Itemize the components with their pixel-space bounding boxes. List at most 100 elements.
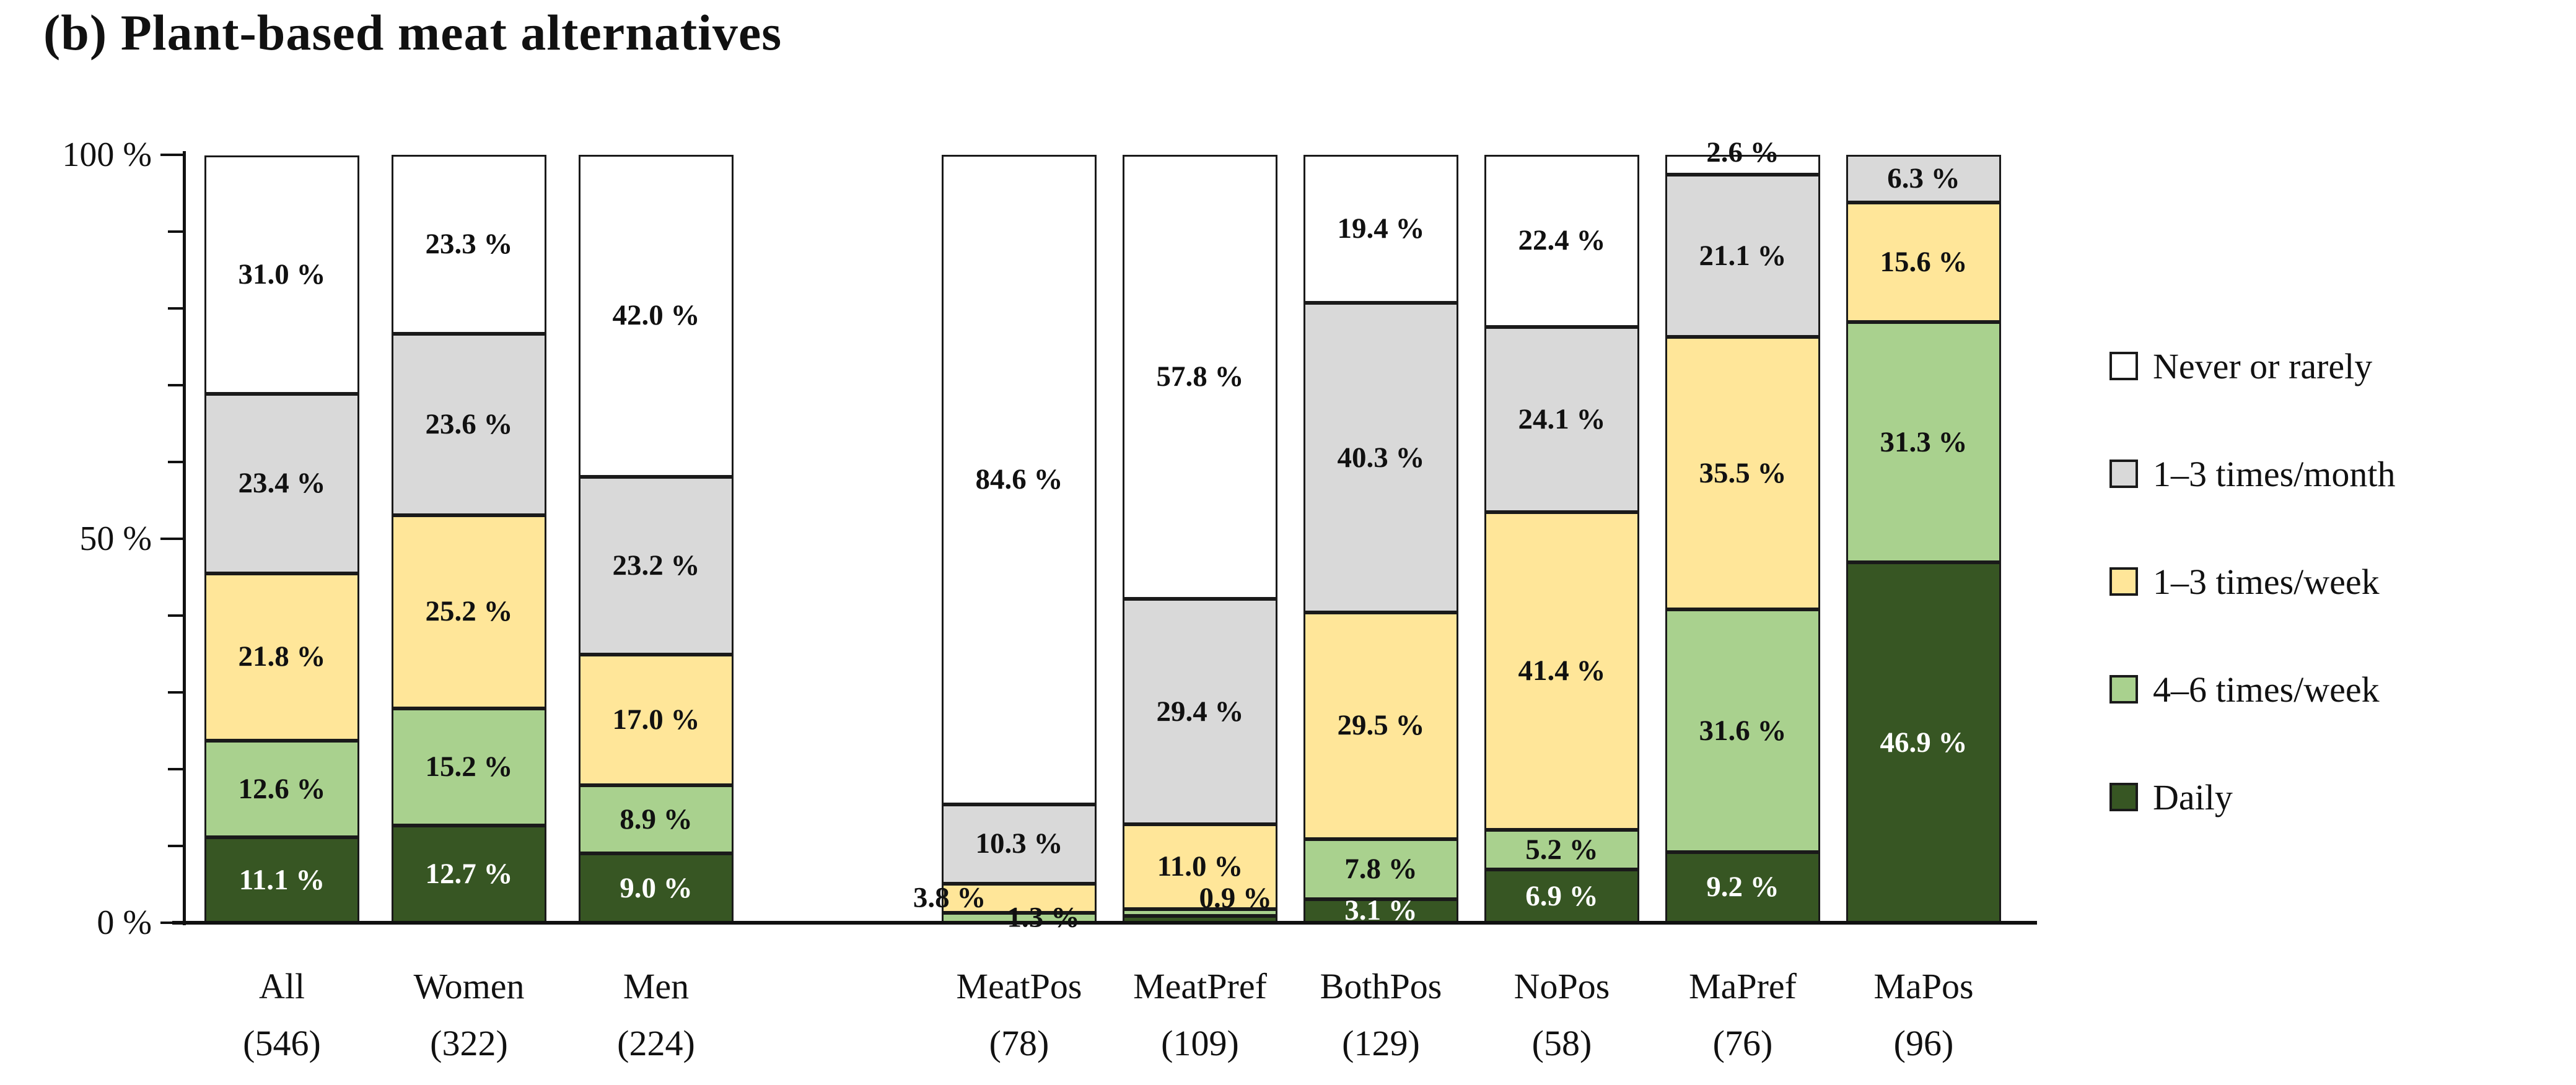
segment-value-label: 23.4 % xyxy=(238,467,326,500)
y-tick-label: 50 % xyxy=(79,520,152,558)
category-name: NoPos xyxy=(1514,966,1610,1006)
y-tick xyxy=(168,461,183,463)
legend-swatch-never-or-rarely xyxy=(2109,352,2138,380)
category-label-mapos: MaPos (96) xyxy=(1812,965,2035,1065)
bar-nopos: 6.9 % 5.2 % 41.4 % 24.1 % 22.4 % xyxy=(1484,155,1639,923)
bar-segment: 25.2 % xyxy=(392,515,546,709)
legend-swatch-daily xyxy=(2109,783,2138,811)
bar-segment: 57.8 % xyxy=(1123,155,1277,599)
y-tick xyxy=(168,307,183,310)
bar-segment: 23.3 % xyxy=(392,155,546,334)
bar-segment: 12.7 % xyxy=(392,825,546,923)
bar-segment: 21.8 % xyxy=(204,573,359,741)
bar-segment: 35.5 % xyxy=(1665,336,1820,610)
segment-value-label: 21.1 % xyxy=(1699,239,1787,272)
y-tick xyxy=(160,922,183,924)
bar-segment: 6.9 % xyxy=(1484,869,1639,923)
bar-all: 11.1 % 12.6 % 21.8 % 23.4 % 31.0 % xyxy=(204,155,359,923)
segment-value-label: 10.3 % xyxy=(975,827,1063,860)
segment-value-label: 5.2 % xyxy=(1525,833,1598,866)
bar-segment: 12.6 % xyxy=(204,741,359,838)
legend-label: Daily xyxy=(2153,777,2233,817)
y-tick-label: 100 % xyxy=(62,136,152,174)
category-sample-size: (76) xyxy=(1712,1023,1773,1063)
bar-segment: 21.1 % xyxy=(1665,175,1820,337)
segment-value-label: 42.0 % xyxy=(612,299,700,332)
category-sample-size: (109) xyxy=(1161,1023,1239,1063)
legend: Never or rarely 1–3 times/month 1–3 times/… xyxy=(2109,346,2396,886)
plot-area: 11.1 % 12.6 % 21.8 % 23.4 % 31.0 % 12.7 % 15.2… xyxy=(186,138,2038,932)
segment-value-label: 11.1 % xyxy=(239,863,325,896)
bar-segment: 17.0 % xyxy=(579,655,734,786)
legend-label: 4–6 times/week xyxy=(2153,669,2380,710)
bar-meatpos: 1.3 % 3.8 % 10.3 % 84.6 % xyxy=(913,155,1097,932)
segment-value-label: 22.4 % xyxy=(1518,224,1606,257)
segment-value-label: 23.3 % xyxy=(425,227,513,260)
segment-value-label: 2.6 % xyxy=(1706,136,1779,169)
segment-value-label: 12.6 % xyxy=(238,772,326,805)
bar-segment: 15.2 % xyxy=(392,708,546,826)
bar-segment: 42.0 % xyxy=(579,155,734,477)
segment-value-label: 15.2 % xyxy=(425,750,513,783)
segment-value-label: 25.2 % xyxy=(425,595,513,628)
y-tick xyxy=(168,768,183,770)
segment-value-label: 9.0 % xyxy=(620,871,693,904)
segment-value-label: 8.9 % xyxy=(620,803,693,835)
category-sample-size: (58) xyxy=(1531,1023,1592,1063)
bar-segment: 10.3 % xyxy=(942,804,1097,884)
segment-value-label: 29.4 % xyxy=(1156,695,1244,728)
segment-value-label: 46.9 % xyxy=(1880,726,1968,759)
category-sample-size: (546) xyxy=(243,1023,321,1063)
bar-segment: 31.0 % xyxy=(204,155,359,394)
y-tick xyxy=(168,384,183,386)
segment-value-label: 9.2 % xyxy=(1706,871,1779,904)
bar-segment: 23.2 % xyxy=(579,476,734,655)
segment-value-label: 23.2 % xyxy=(612,549,700,582)
legend-label: Never or rarely xyxy=(2153,346,2373,386)
y-axis-line xyxy=(183,151,186,925)
bar-segment: 29.5 % xyxy=(1303,612,1458,839)
y-tick xyxy=(168,230,183,233)
bar-mapos: 46.9 % 31.3 % 15.6 % 6.3 % xyxy=(1846,155,2001,923)
bar-segment: 23.6 % xyxy=(392,333,546,515)
bar-segment: 31.6 % xyxy=(1665,609,1820,852)
bar-segment: 46.9 % xyxy=(1846,562,2001,923)
legend-item: 4–6 times/week xyxy=(2109,669,2396,710)
legend-item: Daily xyxy=(2109,777,2396,817)
y-tick-label: 0 % xyxy=(97,904,152,942)
category-label-all: All (546) xyxy=(170,965,393,1065)
bar-segment: 31.3 % xyxy=(1846,322,2001,563)
bar-segment: 22.4 % xyxy=(1484,155,1639,327)
bar-segment: 8.9 % xyxy=(579,785,734,854)
y-tick xyxy=(168,845,183,847)
bar-segment: 1.3 % xyxy=(942,903,1097,932)
segment-value-label: 23.6 % xyxy=(425,407,513,440)
bar-segment: 40.3 % xyxy=(1303,303,1458,613)
y-tick xyxy=(160,154,183,156)
bar-segment: 15.6 % xyxy=(1846,202,2001,323)
segment-value-label: 15.6 % xyxy=(1880,246,1968,279)
legend-swatch-1-3-times-month xyxy=(2109,460,2138,488)
category-label-meatpos: MeatPos (78) xyxy=(908,965,1131,1065)
bar-segment: 7.8 % xyxy=(1303,839,1458,899)
category-label-bothpos: BothPos (129) xyxy=(1269,965,1492,1065)
category-sample-size: (96) xyxy=(1893,1023,1954,1063)
segment-value-label: 35.5 % xyxy=(1699,456,1787,489)
category-sample-size: (129) xyxy=(1342,1023,1420,1063)
segment-value-label: 6.3 % xyxy=(1887,162,1960,194)
segment-value-label: 12.7 % xyxy=(425,857,513,890)
segment-value-label: 29.5 % xyxy=(1337,709,1425,742)
bar-segment: 3.1 % xyxy=(1303,896,1458,925)
legend-item: 1–3 times/month xyxy=(2109,453,2396,494)
segment-value-label: 57.8 % xyxy=(1156,360,1244,393)
segment-value-label: 11.0 % xyxy=(1157,850,1243,882)
x-axis-baseline xyxy=(172,921,2037,925)
bar-segment: 23.4 % xyxy=(204,393,359,573)
bar-women: 12.7 % 15.2 % 25.2 % 23.6 % 23.3 % xyxy=(392,155,546,923)
segment-value-label: 31.6 % xyxy=(1699,714,1787,747)
segment-value-label: 24.1 % xyxy=(1518,403,1606,435)
segment-value-label: 3.8 % xyxy=(913,881,986,914)
segment-value-label: 1.3 % xyxy=(1007,901,1080,934)
legend-label: 1–3 times/month xyxy=(2153,453,2396,494)
